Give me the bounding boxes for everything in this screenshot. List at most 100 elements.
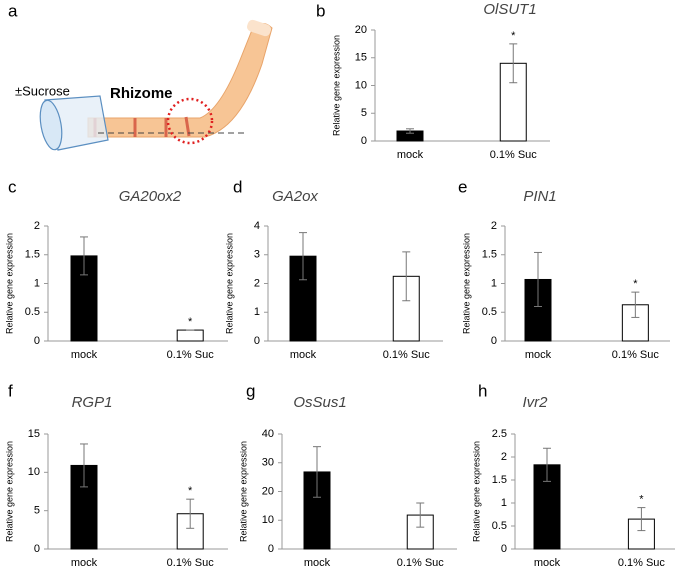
- y-tick-label: 1.5: [25, 249, 40, 261]
- y-tick-label: 2: [501, 451, 507, 463]
- y-tick-label: 20: [355, 24, 367, 36]
- y-tick-label: 5: [34, 505, 40, 517]
- x-tick-label: mock: [397, 149, 424, 161]
- chart-title: RGP1: [72, 394, 113, 411]
- error-bar: [80, 443, 88, 488]
- diagram-label: ±Sucrose: [15, 83, 70, 98]
- rhizome-shape: [87, 23, 273, 138]
- panel-letter: a: [8, 1, 18, 20]
- highlight-circle: [166, 97, 214, 145]
- bar: [176, 329, 204, 342]
- x-tick-label: mock: [534, 557, 561, 569]
- y-tick-label: 2: [254, 277, 260, 289]
- y-tick-label: 10: [28, 466, 40, 478]
- y-tick-label: 0: [34, 335, 40, 347]
- y-tick-label: 0.5: [25, 306, 40, 318]
- diagram-label: Rhizome: [110, 85, 173, 102]
- y-tick-label: 2: [34, 220, 40, 232]
- y-tick-label: 20: [262, 485, 274, 497]
- y-axis-label: Relative gene expression: [4, 233, 14, 334]
- x-tick-label: 0.1% Suc: [167, 557, 215, 569]
- y-tick-label: 4: [254, 220, 260, 232]
- y-axis-label: Relative gene expression: [331, 35, 341, 136]
- y-tick-label: 0: [254, 335, 260, 347]
- y-tick-label: 0: [501, 543, 507, 555]
- y-tick-label: 0.5: [482, 306, 497, 318]
- y-tick-label: 30: [262, 457, 274, 469]
- significance-mark: *: [188, 485, 193, 497]
- error-bar: [80, 236, 88, 276]
- x-tick-label: mock: [525, 349, 552, 361]
- y-tick-label: 1: [491, 277, 497, 289]
- panel-letter: c: [8, 177, 17, 196]
- y-tick-label: 1.5: [482, 249, 497, 261]
- x-tick-label: mock: [290, 349, 317, 361]
- x-tick-label: mock: [304, 557, 331, 569]
- chart-title: GA20ox2: [119, 188, 182, 205]
- error-bar: [509, 43, 518, 84]
- x-tick-label: mock: [71, 349, 98, 361]
- panel-letter: e: [458, 177, 467, 196]
- x-tick-label: 0.1% Suc: [167, 349, 215, 361]
- y-tick-label: 0.5: [492, 520, 507, 532]
- rhizome-tip: [247, 19, 271, 37]
- error-bar: [631, 291, 640, 318]
- error-bar: [313, 446, 321, 498]
- bar: [533, 464, 561, 550]
- y-tick-label: 1.5: [492, 474, 507, 486]
- significance-mark: *: [511, 30, 516, 42]
- y-tick-label: 0: [268, 543, 274, 555]
- panel-letter: g: [246, 381, 255, 400]
- y-tick-label: 40: [262, 428, 274, 440]
- y-tick-label: 15: [355, 52, 367, 64]
- y-axis-label: Relative gene expression: [238, 441, 248, 542]
- chart-title: GA2ox: [272, 188, 318, 205]
- error-bar: [402, 251, 411, 302]
- y-tick-label: 3: [254, 249, 260, 261]
- y-tick-label: 5: [361, 107, 367, 119]
- error-bar: [406, 128, 414, 134]
- chart-title: Ivr2: [522, 394, 548, 411]
- y-tick-label: 1: [501, 497, 507, 509]
- x-tick-label: mock: [71, 557, 98, 569]
- y-axis-label: Relative gene expression: [471, 441, 481, 542]
- rhizome-diagram: a ±Sucrose Rhizome: [8, 1, 273, 151]
- chart-title: OlSUT1: [483, 1, 536, 18]
- y-tick-label: 2: [491, 220, 497, 232]
- significance-mark: *: [639, 494, 644, 506]
- error-bar: [637, 507, 646, 532]
- x-tick-label: 0.1% Suc: [383, 349, 431, 361]
- y-tick-label: 10: [355, 79, 367, 91]
- y-tick-label: 0: [491, 335, 497, 347]
- y-axis-label: Relative gene expression: [224, 233, 234, 334]
- x-tick-label: 0.1% Suc: [490, 149, 538, 161]
- y-tick-label: 10: [262, 514, 274, 526]
- significance-mark: *: [633, 278, 638, 290]
- y-axis-label: Relative gene expression: [461, 233, 471, 334]
- panel-letter: d: [233, 177, 242, 196]
- y-tick-label: 1: [34, 277, 40, 289]
- y-tick-label: 0: [361, 135, 367, 147]
- y-tick-label: 15: [28, 428, 40, 440]
- bar: [627, 518, 655, 550]
- panel-letter: b: [316, 1, 325, 20]
- error-bar: [534, 251, 542, 307]
- chart-title: OsSus1: [293, 394, 346, 411]
- x-tick-label: 0.1% Suc: [612, 349, 660, 361]
- significance-mark: *: [188, 316, 193, 328]
- error-bar: [543, 447, 551, 482]
- error-bar: [186, 498, 195, 529]
- x-tick-label: 0.1% Suc: [397, 557, 445, 569]
- panel-letter: h: [478, 381, 487, 400]
- panel-letter: f: [8, 381, 13, 400]
- y-tick-label: 0: [34, 543, 40, 555]
- y-axis-label: Relative gene expression: [4, 441, 14, 542]
- chart-title: PIN1: [523, 188, 556, 205]
- y-tick-label: 1: [254, 306, 260, 318]
- error-bar: [299, 232, 307, 281]
- x-tick-label: 0.1% Suc: [618, 557, 666, 569]
- y-tick-label: 2.5: [492, 428, 507, 440]
- tube-opening: [39, 99, 63, 151]
- error-bar: [416, 502, 425, 528]
